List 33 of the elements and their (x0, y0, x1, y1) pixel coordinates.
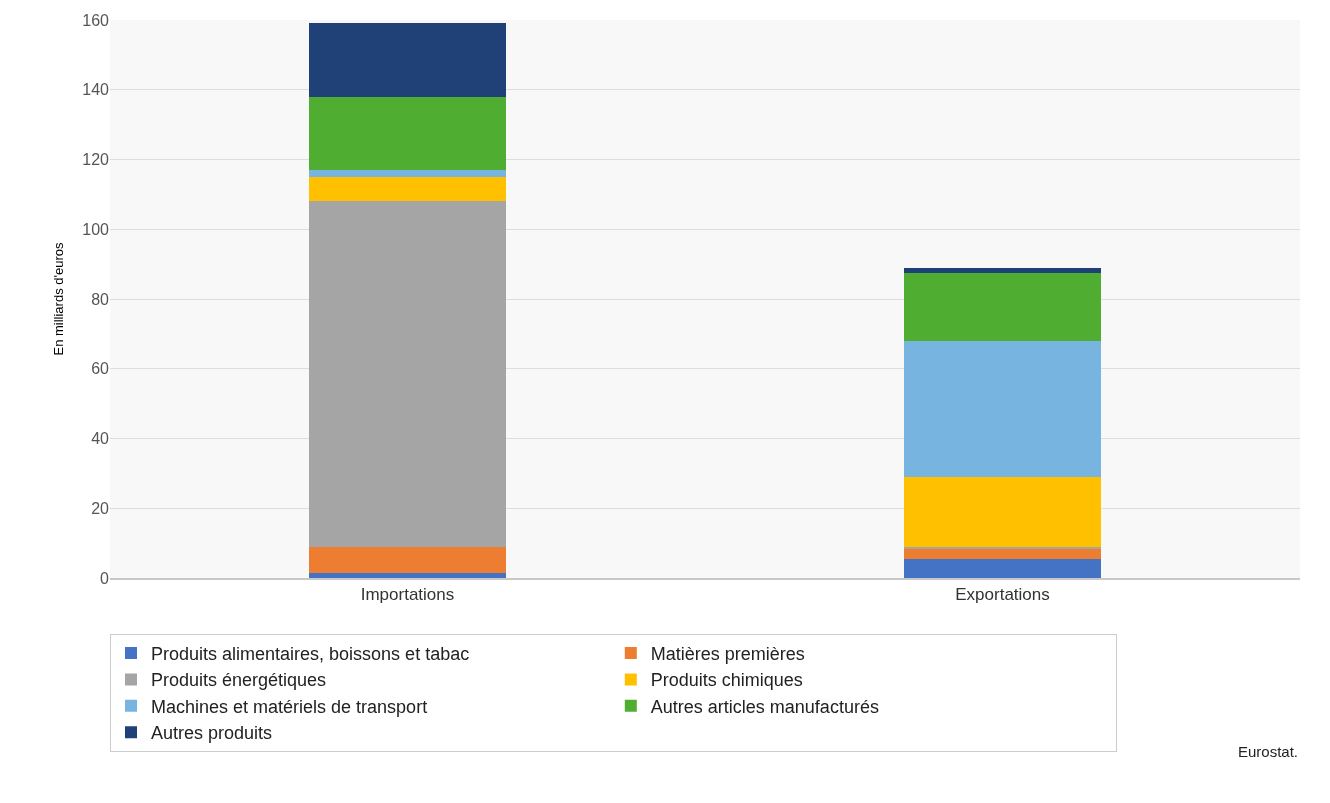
y-tick-label: 20 (91, 499, 110, 517)
bar (309, 96, 506, 170)
x-tick-label: Importations (360, 585, 455, 605)
y-tick-label: 120 (82, 151, 110, 169)
bar (904, 267, 1101, 273)
y-axis-title: En milliards d'euros (51, 241, 67, 356)
y-tick-label: 60 (91, 360, 110, 378)
legend-label: Autres produits (151, 723, 273, 744)
legend-label: Produits alimentaires, boissons et tabac (151, 644, 470, 665)
legend-label: Autres articles manufacturés (650, 696, 879, 717)
bar (309, 169, 506, 177)
x-tick-label: Exportations (955, 585, 1050, 605)
bar (309, 23, 506, 97)
bar (904, 340, 1101, 477)
bar (904, 476, 1101, 547)
bar (904, 548, 1101, 559)
legend-label: Produits chimiques (650, 670, 803, 691)
bar (309, 546, 506, 573)
bar (309, 572, 506, 578)
y-tick-label: 100 (82, 220, 110, 238)
y-tick-label: 140 (82, 81, 110, 99)
y-tick-label: 0 (100, 569, 110, 587)
y-tick-label: 80 (91, 290, 110, 308)
y-tick-label: 40 (91, 430, 110, 448)
legend-label: Machines et matériels de transport (151, 696, 428, 717)
bar (904, 558, 1101, 578)
legend-label: Matières premières (650, 644, 805, 665)
bar (904, 272, 1101, 341)
bar (309, 176, 506, 202)
text: Eurostat. (1238, 743, 1299, 760)
y-tick-label: 160 (82, 11, 110, 29)
legend-label: Produits énergétiques (151, 670, 327, 691)
bar (309, 201, 506, 547)
